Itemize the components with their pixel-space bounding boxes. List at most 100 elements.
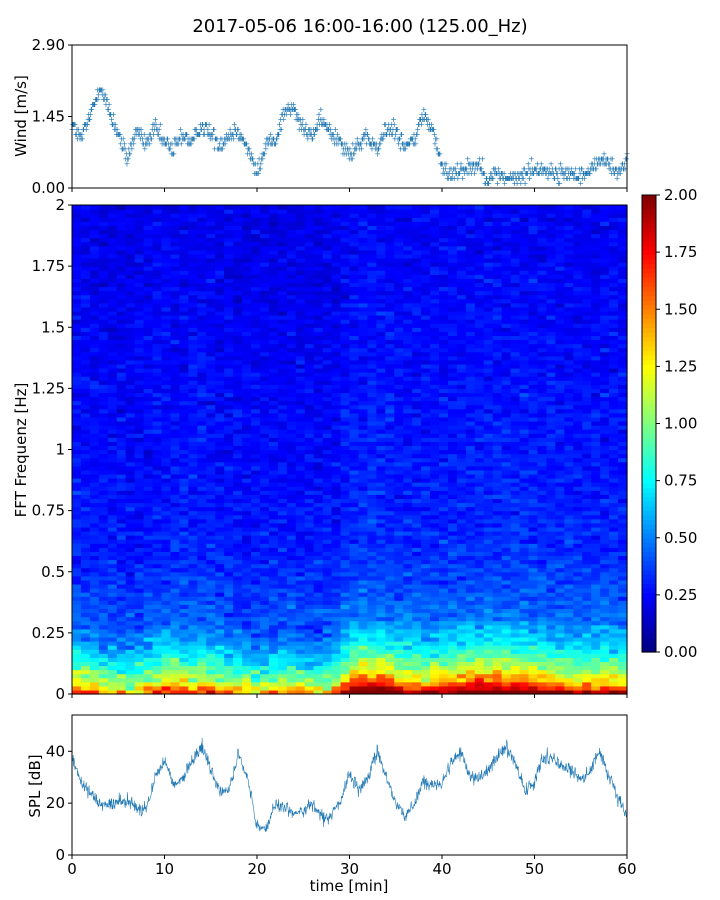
spectrogram-cell — [206, 392, 216, 398]
spectrogram-cell — [295, 461, 306, 467]
spectrogram-cell — [98, 266, 109, 271]
spectrogram-cell — [277, 217, 288, 222]
spectrogram-cell — [277, 363, 288, 369]
wind-point: + — [318, 120, 325, 129]
spectrogram-cell — [277, 319, 288, 324]
wind-point: + — [183, 130, 190, 139]
spectrogram-cell — [107, 392, 118, 398]
spectrogram-cell — [349, 282, 360, 288]
wind-point: + — [291, 105, 298, 114]
spectrogram-cell — [268, 620, 279, 626]
wind-point: + — [208, 130, 215, 139]
spectrogram-cell — [89, 641, 100, 646]
spectrogram-cell — [286, 270, 297, 275]
spectrogram-cell — [358, 473, 368, 479]
spectrogram-cell — [107, 249, 118, 255]
wind-point: + — [143, 140, 150, 149]
spectrogram-cell — [242, 257, 252, 263]
wind-point: + — [614, 174, 621, 183]
spectrogram-cell — [233, 641, 243, 646]
spectrogram-cell — [277, 588, 288, 593]
wind-point: + — [380, 135, 387, 144]
spectrogram-cell — [304, 396, 315, 402]
spectrogram-cell — [242, 465, 252, 471]
spectrogram-cell — [98, 388, 109, 394]
spectrogram-cell — [170, 282, 181, 288]
spectrogram-cell — [161, 376, 172, 381]
spectrogram-cell — [152, 380, 163, 385]
spectrogram-cell — [367, 310, 377, 316]
spectrogram-cell — [331, 588, 342, 593]
wind-point: + — [225, 135, 232, 144]
spectrogram-cell — [242, 376, 252, 381]
spectrogram-cell — [304, 518, 315, 524]
spectrogram-cell — [179, 669, 189, 675]
spectrogram-cell — [152, 689, 163, 695]
spectrogram-cell — [197, 205, 207, 210]
wind-point: + — [479, 169, 486, 178]
spectrogram-cell — [268, 453, 279, 459]
spectrogram-cell — [322, 225, 333, 231]
spectrogram-cell — [313, 588, 324, 593]
wind-point: + — [405, 140, 412, 149]
spectrogram-cell — [89, 225, 100, 231]
spectrogram-cell — [259, 653, 270, 658]
spectrogram-cell — [170, 392, 181, 398]
spectrogram-cell — [72, 274, 82, 279]
spectrogram-cell — [233, 628, 243, 634]
spectrogram-cell — [340, 368, 351, 373]
wind-point: + — [217, 135, 224, 144]
wind-point: + — [122, 145, 129, 154]
spectrogram-cell — [242, 579, 252, 585]
spectrogram-cell — [224, 420, 234, 426]
spectrogram-cell — [125, 490, 136, 495]
spectrogram-cell — [98, 465, 109, 471]
spectrogram-cell — [206, 380, 216, 385]
spectrogram-cell — [197, 302, 207, 308]
spectrogram-cell — [98, 253, 109, 259]
spectrogram-cell — [143, 351, 154, 357]
spectrogram-cell — [295, 588, 306, 593]
spectrogram-cell — [233, 420, 243, 426]
spectrogram-cell — [349, 661, 360, 667]
spectrogram-cell — [295, 469, 306, 475]
spectrogram-cell — [116, 217, 127, 222]
spectrogram-cell — [313, 368, 324, 373]
spectrogram-cell — [98, 608, 109, 614]
spectrogram-cell — [349, 302, 360, 308]
spectrogram-cell — [152, 522, 163, 528]
spectrogram-cell — [125, 229, 136, 235]
spectrogram-cell — [134, 302, 145, 308]
spectrogram-cell — [340, 469, 351, 475]
spectrogram-cell — [215, 600, 225, 605]
spectrogram-cell — [295, 351, 306, 357]
wind-point: + — [555, 179, 562, 188]
wind-point: + — [148, 135, 155, 144]
spectrogram-cell — [233, 437, 243, 442]
spectrogram-cell — [188, 433, 198, 438]
spectrogram-cell — [286, 266, 297, 271]
spectrogram-cell — [286, 685, 297, 691]
wind-point: + — [605, 159, 612, 168]
spectrogram-cell — [143, 478, 154, 483]
spectrogram-cell — [215, 461, 225, 467]
spectrogram-cell — [349, 225, 360, 231]
spectrogram-cell — [116, 294, 127, 300]
spectrogram-cell — [107, 563, 118, 569]
spectrogram-cell — [331, 522, 342, 528]
wind-point: + — [576, 164, 583, 173]
spectrogram-cell — [242, 596, 252, 601]
spectrogram-cell — [268, 429, 279, 434]
spectrogram-cell — [107, 425, 118, 430]
spectrogram-cell — [72, 229, 82, 235]
wind-point: + — [540, 164, 547, 173]
spectrogram-cell — [295, 306, 306, 312]
spectrogram-cell — [143, 469, 154, 475]
spectrogram-cell — [179, 384, 189, 389]
spectrogram-cell — [367, 278, 377, 284]
spectrogram-cell — [242, 547, 252, 552]
spectrogram-cell — [215, 669, 225, 675]
wind-point: + — [245, 145, 252, 154]
spectrogram-cell — [143, 685, 154, 691]
spectrogram-cell — [107, 624, 118, 630]
